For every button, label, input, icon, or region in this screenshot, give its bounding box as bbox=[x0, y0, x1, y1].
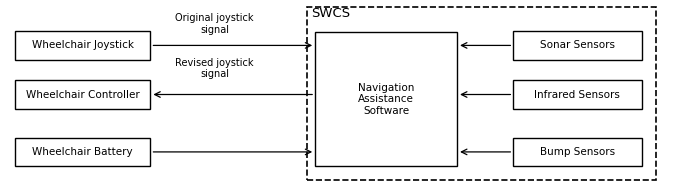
FancyBboxPatch shape bbox=[15, 31, 150, 60]
FancyBboxPatch shape bbox=[15, 138, 150, 166]
Text: Wheelchair Battery: Wheelchair Battery bbox=[32, 147, 133, 157]
Text: Revised joystick
signal: Revised joystick signal bbox=[175, 58, 254, 79]
Text: Wheelchair Controller: Wheelchair Controller bbox=[26, 90, 139, 99]
Text: Navigation
Assistance
Software: Navigation Assistance Software bbox=[358, 83, 414, 116]
Text: Bump Sensors: Bump Sensors bbox=[540, 147, 615, 157]
FancyBboxPatch shape bbox=[315, 33, 457, 166]
FancyBboxPatch shape bbox=[15, 80, 150, 109]
Text: Infrared Sensors: Infrared Sensors bbox=[534, 90, 621, 99]
FancyBboxPatch shape bbox=[513, 31, 641, 60]
FancyBboxPatch shape bbox=[513, 80, 641, 109]
Text: Original joystick
signal: Original joystick signal bbox=[175, 13, 254, 35]
FancyBboxPatch shape bbox=[513, 138, 641, 166]
Text: SWCS: SWCS bbox=[312, 7, 351, 20]
Text: Wheelchair Joystick: Wheelchair Joystick bbox=[32, 40, 133, 50]
Text: Sonar Sensors: Sonar Sensors bbox=[540, 40, 614, 50]
FancyBboxPatch shape bbox=[307, 7, 656, 180]
